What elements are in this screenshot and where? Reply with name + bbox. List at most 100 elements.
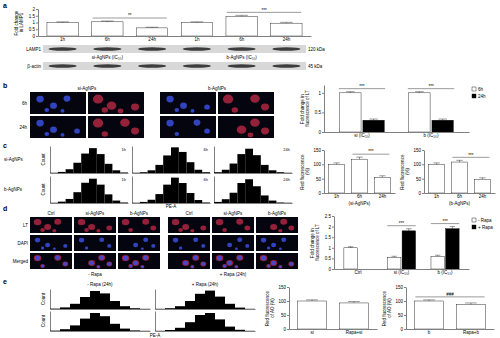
histogram-bar (222, 199, 230, 203)
error-cap (406, 228, 411, 229)
nucleus (166, 96, 173, 103)
significance-label: *** (399, 221, 405, 226)
micrograph (256, 235, 298, 251)
nucleus (45, 243, 50, 247)
nucleus (245, 244, 249, 248)
tick-mark (322, 112, 324, 113)
tick: 2 (32, 7, 38, 12)
nucleus (85, 247, 88, 250)
tick: 0 (318, 130, 324, 135)
cell-stain (102, 107, 108, 112)
micrograph (168, 253, 210, 269)
micrograph-field (30, 92, 86, 114)
y-axis (155, 290, 156, 310)
micrograph-field (212, 235, 254, 251)
micrograph-field (160, 116, 216, 138)
histogram-bar (110, 301, 120, 309)
axis-line (214, 147, 215, 174)
cell-stain (178, 228, 183, 232)
histogram-bar (253, 155, 261, 173)
nucleus (289, 262, 293, 266)
micrograph (160, 92, 216, 114)
histogram-bar (80, 297, 90, 309)
histogram-bar (261, 165, 269, 173)
histogram-title: 6h (204, 177, 208, 182)
cell-stain (40, 228, 45, 232)
column-header: b-AgNPs (130, 211, 149, 216)
bar (329, 164, 345, 193)
error-cap (306, 299, 318, 300)
tick: 50 (416, 177, 424, 182)
blot-size: 120 kDa (308, 47, 325, 52)
histogram-bar (155, 165, 163, 173)
histogram-bar (120, 329, 130, 331)
bar (339, 303, 368, 329)
axis-title: PE-A (150, 333, 161, 338)
histogram-bar (148, 200, 156, 203)
error-cap (191, 21, 204, 22)
micrograph (212, 217, 254, 233)
tick: 1 (32, 20, 38, 25)
axis-title: Fold change in fluorescence of LT (310, 224, 320, 261)
cell-stain (266, 264, 271, 268)
histogram-bar (89, 148, 97, 173)
nucleus (279, 265, 282, 268)
axis-line (51, 309, 151, 310)
tick: 24h (283, 37, 291, 42)
tick: 1 (328, 246, 334, 251)
y-axis (214, 177, 215, 204)
nucleus (141, 247, 144, 250)
y-axis (50, 177, 51, 204)
axis-title: Count (41, 153, 46, 166)
y-axis: 00.511.52 (29, 7, 39, 39)
tick: b (IC₅₀) (438, 270, 453, 275)
axis-title: Count (41, 183, 46, 196)
nucleus (271, 243, 276, 247)
x-axis: siRapa+si (290, 330, 378, 336)
cell-stain (62, 261, 68, 266)
nucleus (237, 238, 242, 242)
histogram (50, 312, 151, 332)
tick-mark (422, 164, 424, 165)
error-cap (56, 21, 69, 22)
x-axis (156, 331, 256, 332)
cell-stain (132, 260, 139, 266)
histogram: 1h (50, 147, 129, 174)
axis-title: (b-AgNPs) (449, 201, 471, 206)
micrograph (256, 217, 298, 233)
blot-group: b-AgNPs (IC₅₀) (226, 55, 257, 60)
tick: 0 (32, 34, 38, 39)
histogram-bar (140, 330, 150, 331)
tick-label: 100 (413, 162, 421, 167)
y-axis: 050100150 (278, 285, 289, 332)
tick-mark (404, 329, 406, 330)
histogram-bar (163, 185, 171, 203)
histogram-title: 24h (283, 147, 290, 152)
histogram-bar (276, 172, 284, 173)
nucleus (281, 238, 286, 242)
nucleus (193, 238, 198, 242)
cell-stain (200, 225, 206, 230)
error-cap (465, 302, 477, 303)
legend-swatch (472, 94, 476, 98)
tick: 2.5 (325, 214, 334, 219)
micrograph (118, 253, 160, 269)
axis-title: Count (41, 314, 46, 327)
cell-stain (260, 255, 268, 261)
error-cap (423, 299, 435, 300)
y-axis (50, 312, 51, 332)
tick: 0 (328, 267, 334, 272)
histogram-bar (148, 170, 156, 173)
x-axis (51, 203, 129, 204)
tick-label: 0.5 (325, 256, 332, 261)
error-bar (62, 21, 63, 23)
histogram-bar (194, 200, 202, 203)
tick-mark (332, 269, 334, 270)
micrograph (30, 116, 86, 138)
y-axis (50, 147, 51, 174)
tick-mark (36, 16, 38, 17)
tick-mark (322, 164, 324, 165)
micrograph-field (218, 92, 274, 114)
tick: 1h (334, 194, 340, 199)
nucleus (180, 103, 187, 109)
